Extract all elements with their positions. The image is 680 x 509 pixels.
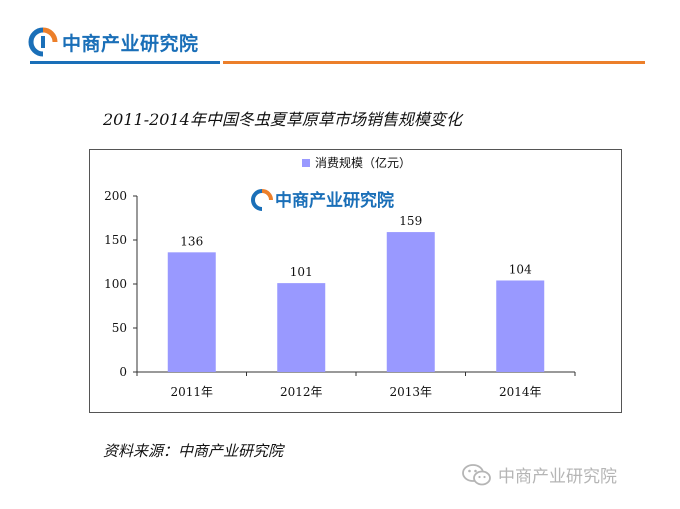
inner-logo-icon [251, 189, 263, 211]
header-rule-blue [30, 61, 220, 64]
data-label: 159 [399, 214, 422, 228]
brand-name: 中商产业研究院 [62, 32, 199, 55]
bar [496, 280, 545, 372]
watermark: 中商产业研究院 [462, 462, 617, 487]
y-tick-label: 50 [112, 321, 127, 335]
brand-logo-icon [28, 27, 58, 57]
y-tick-label: 150 [104, 233, 127, 247]
data-label: 101 [290, 265, 313, 279]
x-tick-label: 2014年 [499, 385, 542, 399]
watermark-text: 中商产业研究院 [498, 467, 617, 487]
bar-chart: 0 50 100 150 200 136 2011年 101 2012年 159 2013年 104 2… [104, 155, 576, 399]
y-tick-label: 200 [104, 189, 127, 203]
chart-title: 2011-2014年中国冬虫夏草原草市场销售规模变化 [103, 110, 462, 129]
wechat-icon [462, 463, 491, 485]
bar [386, 232, 435, 372]
data-label: 136 [180, 234, 203, 248]
inner-logo: 中商产业研究院 [251, 189, 394, 211]
x-tick-label: 2011年 [170, 385, 213, 399]
data-label: 104 [509, 262, 532, 276]
x-tick-label: 2012年 [280, 385, 323, 399]
inner-logo-text: 中商产业研究院 [275, 190, 394, 211]
bar [277, 283, 326, 372]
y-tick-label: 0 [119, 365, 127, 379]
x-tick-label: 2013年 [389, 385, 432, 399]
header-rule-orange [223, 61, 645, 64]
source-note: 资料来源：中商产业研究院 [103, 442, 284, 460]
y-tick-label: 100 [104, 277, 127, 291]
legend-label: 消费规模（亿元） [315, 155, 411, 170]
bar [167, 252, 216, 372]
header-logo: 中商产业研究院 [28, 24, 199, 60]
legend-swatch [302, 159, 310, 167]
